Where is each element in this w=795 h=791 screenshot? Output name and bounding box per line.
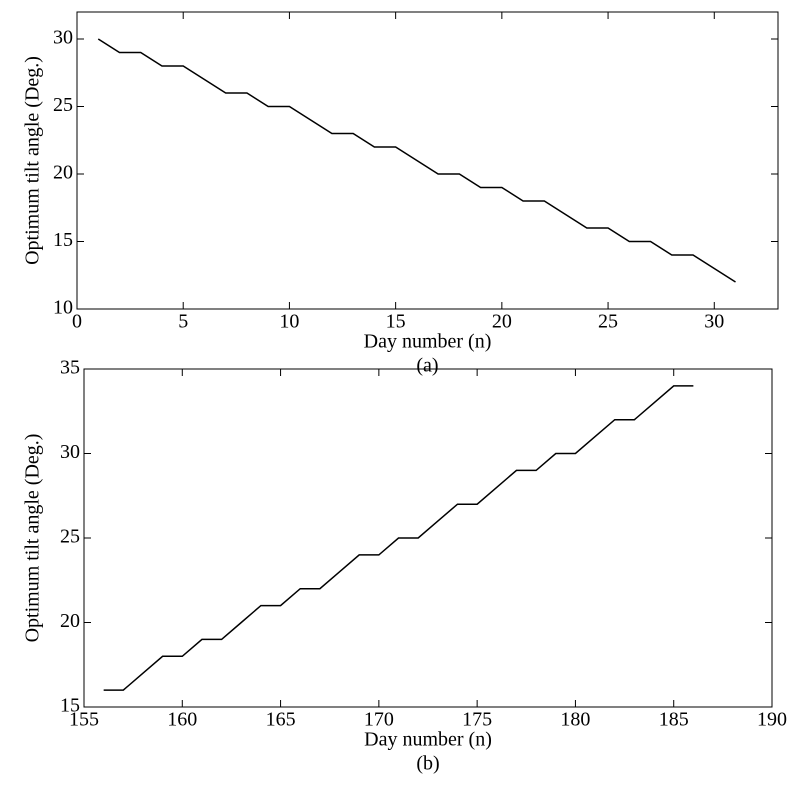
x-tick-label: 175 bbox=[462, 709, 492, 731]
x-tick-label: 165 bbox=[266, 709, 296, 731]
x-tick-label: 185 bbox=[659, 709, 689, 731]
y-tick-label: 35 bbox=[60, 357, 80, 379]
data-line bbox=[103, 385, 694, 691]
x-tick-label: 5 bbox=[178, 311, 188, 333]
x-tick-label: 30 bbox=[704, 311, 724, 333]
y-tick-label: 15 bbox=[60, 695, 80, 717]
y-tick-label: 25 bbox=[53, 94, 73, 116]
x-tick-label: 155 bbox=[69, 709, 99, 731]
y-tick-label: 10 bbox=[53, 297, 73, 319]
x-tick-label: 180 bbox=[560, 709, 590, 731]
x-tick-label: 160 bbox=[167, 709, 197, 731]
data-line bbox=[97, 38, 736, 283]
x-tick-label: 25 bbox=[598, 311, 618, 333]
x-tick-label: 0 bbox=[72, 311, 82, 333]
x-tick-label: 10 bbox=[279, 311, 299, 333]
plot-frame bbox=[83, 368, 773, 708]
x-tick-label: 170 bbox=[364, 709, 394, 731]
x-tick-label: 15 bbox=[386, 311, 406, 333]
caption: (a) bbox=[416, 355, 438, 377]
plot-frame bbox=[76, 11, 779, 310]
x-axis-label: Day number (n) bbox=[364, 331, 492, 353]
y-tick-label: 20 bbox=[60, 610, 80, 632]
y-tick-label: 15 bbox=[53, 229, 73, 251]
y-tick-label: 25 bbox=[60, 526, 80, 548]
y-axis-label: Optimum tilt angle (Deg.) bbox=[22, 434, 44, 643]
y-tick-label: 30 bbox=[53, 27, 73, 49]
y-axis-label: Optimum tilt angle (Deg.) bbox=[22, 56, 44, 265]
x-tick-label: 190 bbox=[757, 709, 787, 731]
x-tick-label: 20 bbox=[492, 311, 512, 333]
y-tick-label: 20 bbox=[53, 162, 73, 184]
x-axis-label: Day number (n) bbox=[364, 729, 492, 751]
y-tick-label: 30 bbox=[60, 441, 80, 463]
caption: (b) bbox=[416, 753, 439, 775]
